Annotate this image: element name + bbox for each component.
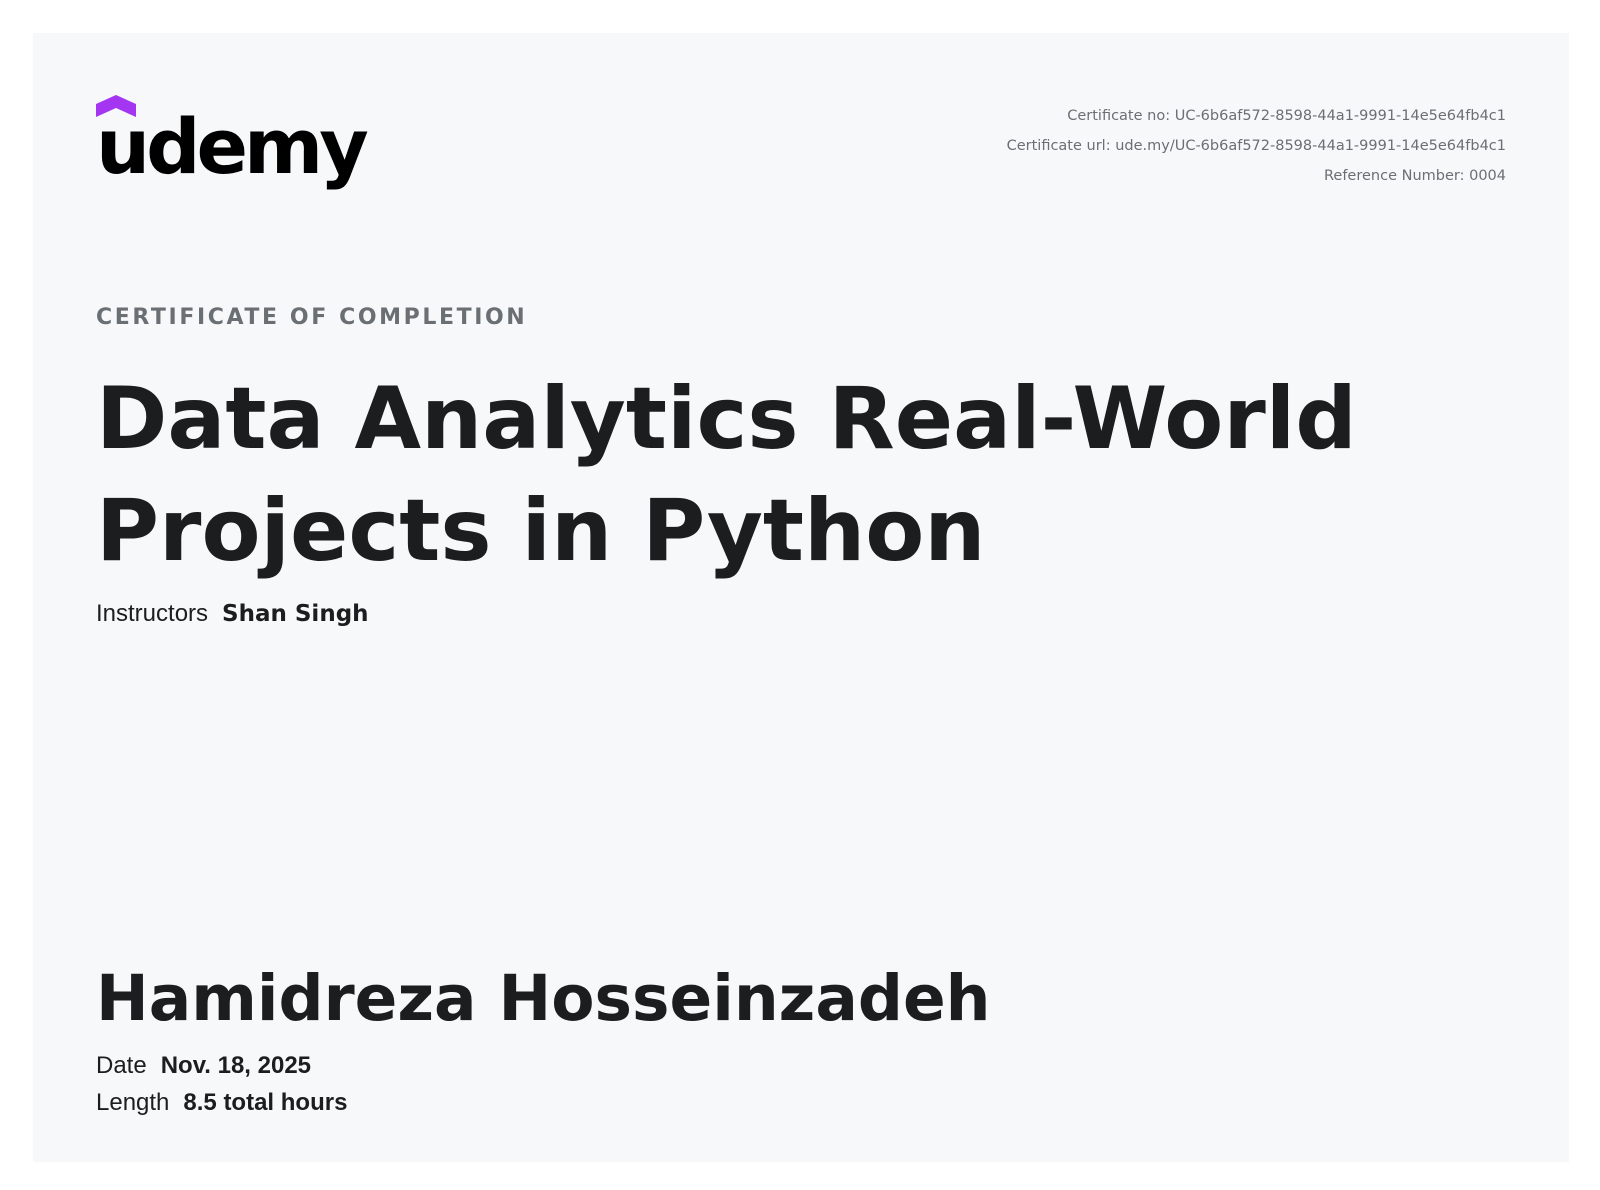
instructors: Instructors Shan Singh	[96, 600, 369, 628]
date-label: Date	[96, 1052, 147, 1079]
recipient-name: Hamidreza Hosseinzadeh	[96, 962, 991, 1035]
certificate-card: udemy Certificate no: UC-6b6af572-8598-4…	[33, 33, 1569, 1162]
certificate-number: Certificate no: UC-6b6af572-8598-44a1-99…	[1067, 108, 1506, 124]
instructor-name: Shan Singh	[222, 601, 369, 627]
course-title: Data Analytics Real-World Projects in Py…	[96, 369, 1357, 581]
date-value: Nov. 18, 2025	[160, 1052, 312, 1079]
udemy-chevron-icon	[96, 95, 136, 117]
reference-number: Reference Number: 0004	[1323, 168, 1506, 184]
certificate-url[interactable]: Certificate url: ude.my/UC-6b6af572-8598…	[1006, 138, 1506, 154]
udemy-logo: udemy	[96, 95, 369, 195]
length-value: 8.5 total hours	[183, 1089, 348, 1116]
date-row: Date Nov. 18, 2025	[96, 1052, 311, 1080]
certificate-meta: Certificate no: UC-6b6af572-8598-44a1-99…	[1007, 101, 1506, 191]
instructors-label: Instructors	[96, 600, 209, 627]
certificate-kicker: CERTIFICATE OF COMPLETION	[96, 305, 528, 330]
logo-wordmark: udemy	[96, 102, 369, 191]
length-label: Length	[96, 1089, 170, 1116]
length-row: Length 8.5 total hours	[96, 1089, 347, 1117]
